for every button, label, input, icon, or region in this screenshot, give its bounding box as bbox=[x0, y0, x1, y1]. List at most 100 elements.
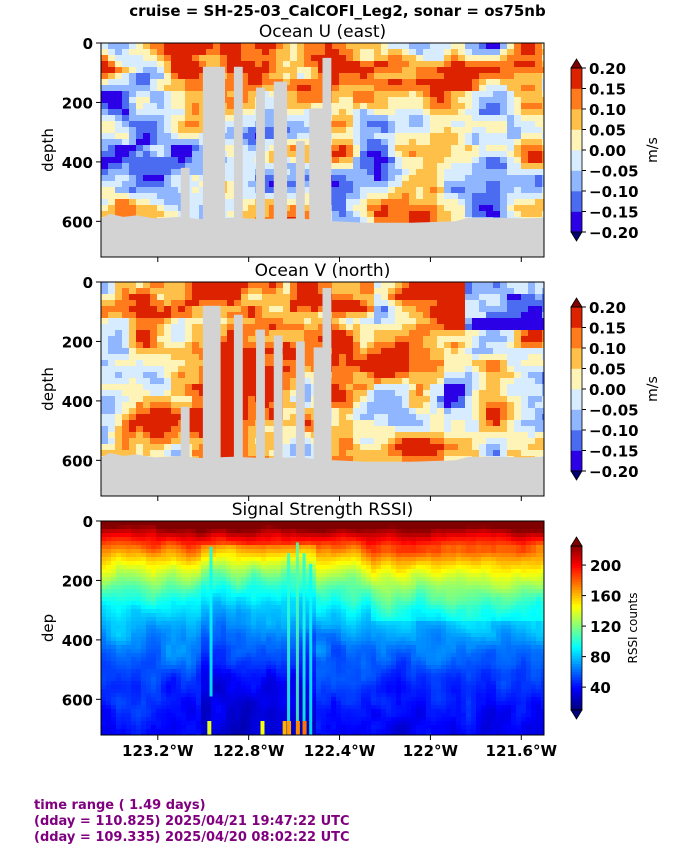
colorbar-segment bbox=[571, 652, 582, 656]
time-range-label: time range ( 1.49 days) bbox=[34, 798, 206, 813]
colorbar-segment bbox=[571, 129, 582, 151]
colorbar-segment bbox=[571, 567, 582, 571]
axes-title: Ocean U (east) bbox=[259, 22, 386, 42]
colorbar-segment bbox=[571, 191, 582, 212]
colorbar-segment bbox=[571, 622, 582, 626]
x-tick-label: 121.6°W bbox=[486, 742, 558, 760]
axes-title: Ocean V (north) bbox=[255, 261, 391, 281]
colorbar-segment bbox=[571, 559, 582, 563]
colorbar-segment bbox=[571, 170, 582, 192]
axes-frame bbox=[100, 281, 545, 497]
colorbar-label: RSSI counts bbox=[626, 592, 640, 663]
missing-data-gap bbox=[233, 66, 243, 257]
colorbar-segment bbox=[571, 611, 582, 615]
colorbar-segment bbox=[571, 551, 582, 555]
colorbar-tick-label: −0.05 bbox=[589, 402, 639, 420]
colorbar-tick-label: 0.15 bbox=[589, 320, 626, 338]
colorbar-segment bbox=[571, 617, 582, 621]
colorbar-segment bbox=[571, 644, 582, 648]
colorbar-segment bbox=[571, 307, 582, 328]
colorbar-tick-label: 0.00 bbox=[589, 381, 626, 399]
colorbar-tick-label: −0.10 bbox=[589, 183, 639, 201]
y-tick-label: 200 bbox=[62, 333, 93, 351]
colorbar-label: m/s bbox=[645, 137, 661, 163]
colorbar-segment bbox=[571, 576, 582, 580]
missing-data-gap bbox=[256, 87, 265, 257]
colorbar-segment bbox=[571, 647, 582, 651]
colorbar-segment bbox=[571, 606, 582, 610]
colorbar-tick-label: 0.00 bbox=[589, 142, 626, 160]
colorbar-frame bbox=[570, 545, 583, 711]
colorbar-segment bbox=[571, 630, 582, 634]
colorbar-segment bbox=[571, 677, 582, 681]
colorbar-segment bbox=[571, 581, 582, 585]
colorbar-segment bbox=[571, 389, 582, 410]
missing-data-gap bbox=[313, 347, 323, 496]
y-tick-label: 400 bbox=[62, 154, 93, 172]
y-axis-label: dep bbox=[39, 614, 57, 642]
y-tick-label: 400 bbox=[62, 393, 93, 411]
colorbar-tick-label: 0.20 bbox=[589, 299, 626, 317]
colorbar-tick-label: 0.05 bbox=[589, 361, 626, 379]
y-axis-label: depth bbox=[39, 367, 57, 411]
heatmap-plot-area bbox=[101, 282, 544, 496]
colorbar: 0.20 0.15 0.10 0.05 0.00 −0.05 −0.10 −0.15 −0.20… bbox=[570, 58, 661, 242]
colorbar-segment bbox=[571, 556, 582, 561]
colorbar-segment bbox=[571, 88, 582, 110]
colorbar-segment bbox=[571, 597, 582, 602]
colorbar-segment bbox=[571, 554, 582, 558]
colorbar-segment bbox=[571, 327, 582, 349]
colorbar-extend-max bbox=[570, 536, 583, 547]
missing-data-gap bbox=[295, 341, 305, 496]
colorbar-tick-label: 40 bbox=[590, 679, 611, 697]
colorbar-tick-label: 0.10 bbox=[589, 101, 626, 119]
colorbar-segment bbox=[571, 641, 582, 645]
colorbar-segment bbox=[571, 674, 582, 678]
colorbar-segment bbox=[571, 660, 582, 664]
time-info: time range ( 1.49 days) (dday = 110.825)… bbox=[34, 798, 350, 846]
colorbar-tick-label: 200 bbox=[590, 557, 621, 575]
colorbar-segment bbox=[571, 701, 582, 705]
colorbar-segment bbox=[571, 666, 582, 670]
y-tick-label: 600 bbox=[62, 452, 93, 470]
colorbar: 40 80 120 160 200 RSSI counts bbox=[570, 536, 640, 720]
colorbar-segment bbox=[571, 109, 582, 130]
colorbar-segment bbox=[571, 633, 582, 637]
y-tick-label: 200 bbox=[62, 94, 93, 112]
y-tick-label: 0 bbox=[83, 274, 93, 292]
colorbar-segment bbox=[571, 671, 582, 675]
missing-data-gap bbox=[202, 66, 226, 257]
colorbar-segment bbox=[571, 663, 582, 667]
colorbar-segment bbox=[571, 682, 582, 686]
colorbar-segment bbox=[571, 638, 582, 643]
missing-data-gap bbox=[322, 57, 332, 257]
colorbar-tick-label: −0.05 bbox=[589, 163, 639, 181]
y-tick-label: 400 bbox=[62, 632, 93, 650]
colorbar-segment bbox=[571, 688, 582, 692]
colorbar-segment bbox=[571, 690, 582, 694]
end-time-label: (dday = 110.825) 2025/04/21 19:47:22 UTC bbox=[34, 814, 350, 829]
missing-data-gap bbox=[322, 287, 332, 496]
colorbar-segment bbox=[571, 562, 582, 566]
colorbar-segment bbox=[571, 573, 582, 577]
missing-data-gap bbox=[309, 108, 323, 257]
missing-data-gap bbox=[273, 81, 288, 257]
start-time-label: (dday = 109.335) 2025/04/20 08:02:22 UTC bbox=[34, 830, 350, 845]
missing-data-gap bbox=[233, 314, 243, 496]
colorbar-segment bbox=[571, 348, 582, 369]
y-tick-label: 600 bbox=[62, 691, 93, 709]
colorbar-extend-min bbox=[570, 470, 583, 481]
colorbar-tick-label: 160 bbox=[590, 588, 621, 606]
colorbar-segment bbox=[571, 658, 582, 662]
colorbar-extend-min bbox=[570, 231, 583, 242]
x-tick-label: 122.4°W bbox=[304, 742, 376, 760]
heatmap-plot-area bbox=[101, 521, 544, 735]
colorbar: 0.20 0.15 0.10 0.05 0.00 −0.05 −0.10 −0.15 −0.20… bbox=[570, 297, 661, 481]
colorbar-segment bbox=[571, 565, 582, 569]
colorbar-segment bbox=[571, 546, 582, 550]
colorbar-extend-max bbox=[570, 58, 583, 69]
colorbar-segment bbox=[571, 619, 582, 623]
colorbar-segment bbox=[571, 409, 582, 431]
colorbar-segment bbox=[571, 669, 582, 673]
colorbar-segment bbox=[571, 592, 582, 596]
